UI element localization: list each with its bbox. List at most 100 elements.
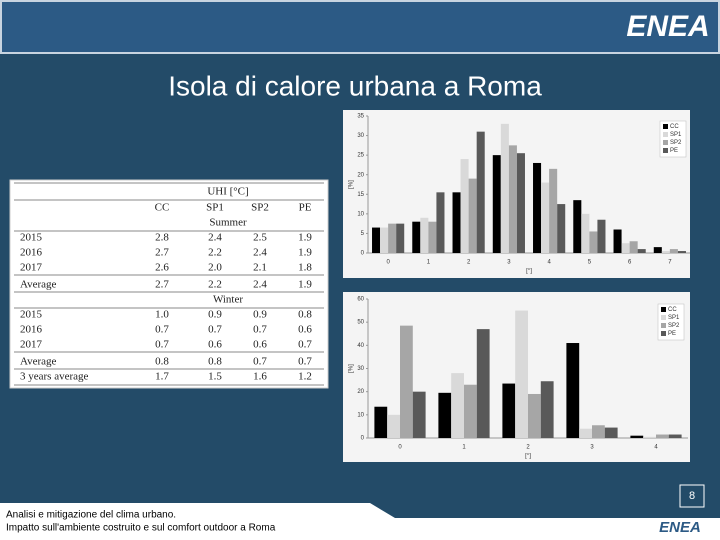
table-caption: UHI [°C] [207, 186, 248, 198]
row-label: 2015 [20, 232, 43, 244]
cell: 2.4 [253, 279, 267, 291]
bar [396, 223, 405, 253]
row-label: 2016 [20, 247, 43, 259]
y-tick-label: 0 [361, 251, 365, 257]
bar [643, 436, 656, 438]
legend-swatch [661, 331, 666, 336]
bar [420, 217, 429, 253]
bar [502, 383, 516, 438]
column-header: CC [155, 202, 170, 214]
cell: 2.7 [155, 279, 169, 291]
cell: 2.8 [155, 232, 169, 244]
row-label: Average [20, 356, 57, 368]
legend-label: SP1 [668, 315, 680, 321]
cell: 2.0 [208, 262, 222, 274]
bar [516, 153, 525, 253]
bar [573, 200, 582, 253]
bar [374, 406, 388, 438]
cell: 2.5 [253, 232, 267, 244]
footer-text: Analisi e mitigazione del clima urbano. [6, 510, 176, 521]
legend-swatch [663, 132, 668, 137]
bar [460, 159, 469, 253]
row-label: 2017 [20, 339, 43, 351]
page-number-box [679, 484, 705, 508]
cell: 2.4 [208, 232, 222, 244]
row-label: 2017 [20, 262, 43, 274]
x-axis-label: [°] [525, 454, 531, 460]
x-tick-label: 4 [547, 260, 551, 266]
legend-swatch [661, 307, 666, 312]
bar [630, 435, 644, 438]
y-tick-label: 5 [361, 231, 365, 237]
y-tick-label: 60 [357, 297, 364, 303]
bar [436, 192, 445, 253]
page-number: 8 [689, 490, 695, 502]
footer-text: Impatto sull'ambiente costruito e sul co… [6, 523, 276, 534]
bar [592, 425, 605, 438]
legend-label: SP2 [670, 140, 682, 146]
cell: 1.9 [298, 279, 312, 291]
bar [500, 123, 509, 253]
bar [492, 155, 501, 253]
bar [428, 221, 437, 253]
y-tick-label: 10 [357, 412, 364, 418]
top-band [0, 0, 720, 54]
bar [476, 329, 490, 438]
table: UHI [°C] CC SP1 SP2 PE Summer 2015 2.8 2.4 2.5 1.9… [9, 179, 329, 389]
section-header: Summer [209, 217, 247, 229]
cell: 2.7 [155, 247, 169, 259]
cell: 2.4 [253, 247, 267, 259]
bar [661, 251, 670, 253]
bar [452, 192, 461, 253]
cell: 1.0 [155, 309, 169, 321]
cell: 2.2 [208, 279, 222, 291]
x-tick-label: 3 [507, 260, 511, 266]
bar [528, 393, 541, 438]
slide-title: Isola di calore urbana a Roma [168, 70, 542, 101]
bar [533, 162, 542, 253]
y-tick-label: 50 [357, 320, 364, 326]
x-tick-label: 6 [628, 260, 632, 266]
footer-band [0, 503, 720, 540]
legend-swatch [663, 148, 668, 153]
cell: 0.8 [208, 356, 222, 368]
bar [579, 428, 592, 438]
y-tick-label: 15 [357, 192, 364, 198]
cell: 1.5 [208, 371, 222, 383]
cell: 0.6 [253, 339, 267, 351]
column-header: PE [299, 202, 312, 214]
y-axis-label: [%] [349, 364, 355, 373]
cell: 1.8 [298, 262, 312, 274]
logo: ENEA [626, 10, 709, 43]
cell: 1.2 [298, 371, 312, 383]
x-tick-label: 5 [588, 260, 592, 266]
cell: 0.7 [155, 339, 169, 351]
y-tick-label: 0 [361, 436, 365, 442]
bar [653, 247, 662, 253]
bar [613, 229, 622, 253]
cell: 0.8 [298, 309, 312, 321]
bar [451, 373, 464, 438]
cell: 0.9 [208, 309, 222, 321]
legend-swatch [661, 315, 666, 320]
bar [476, 131, 485, 253]
column-header: SP1 [206, 202, 224, 214]
cell: 0.7 [253, 356, 267, 368]
bar [549, 168, 558, 253]
cell: 1.6 [253, 371, 267, 383]
bar [400, 325, 413, 438]
y-axis-label: [%] [349, 180, 355, 189]
cell: 0.9 [253, 309, 267, 321]
x-tick-label: 0 [398, 445, 402, 451]
row-label: Average [20, 279, 57, 291]
bar [621, 243, 630, 253]
bar [541, 182, 550, 253]
bar [372, 227, 381, 253]
table-background [9, 179, 329, 389]
cell: 0.7 [298, 339, 312, 351]
column-header: SP2 [251, 202, 269, 214]
bar [468, 178, 477, 253]
cell: 2.6 [155, 262, 169, 274]
x-tick-label: 4 [654, 445, 658, 451]
y-tick-label: 30 [357, 366, 364, 372]
